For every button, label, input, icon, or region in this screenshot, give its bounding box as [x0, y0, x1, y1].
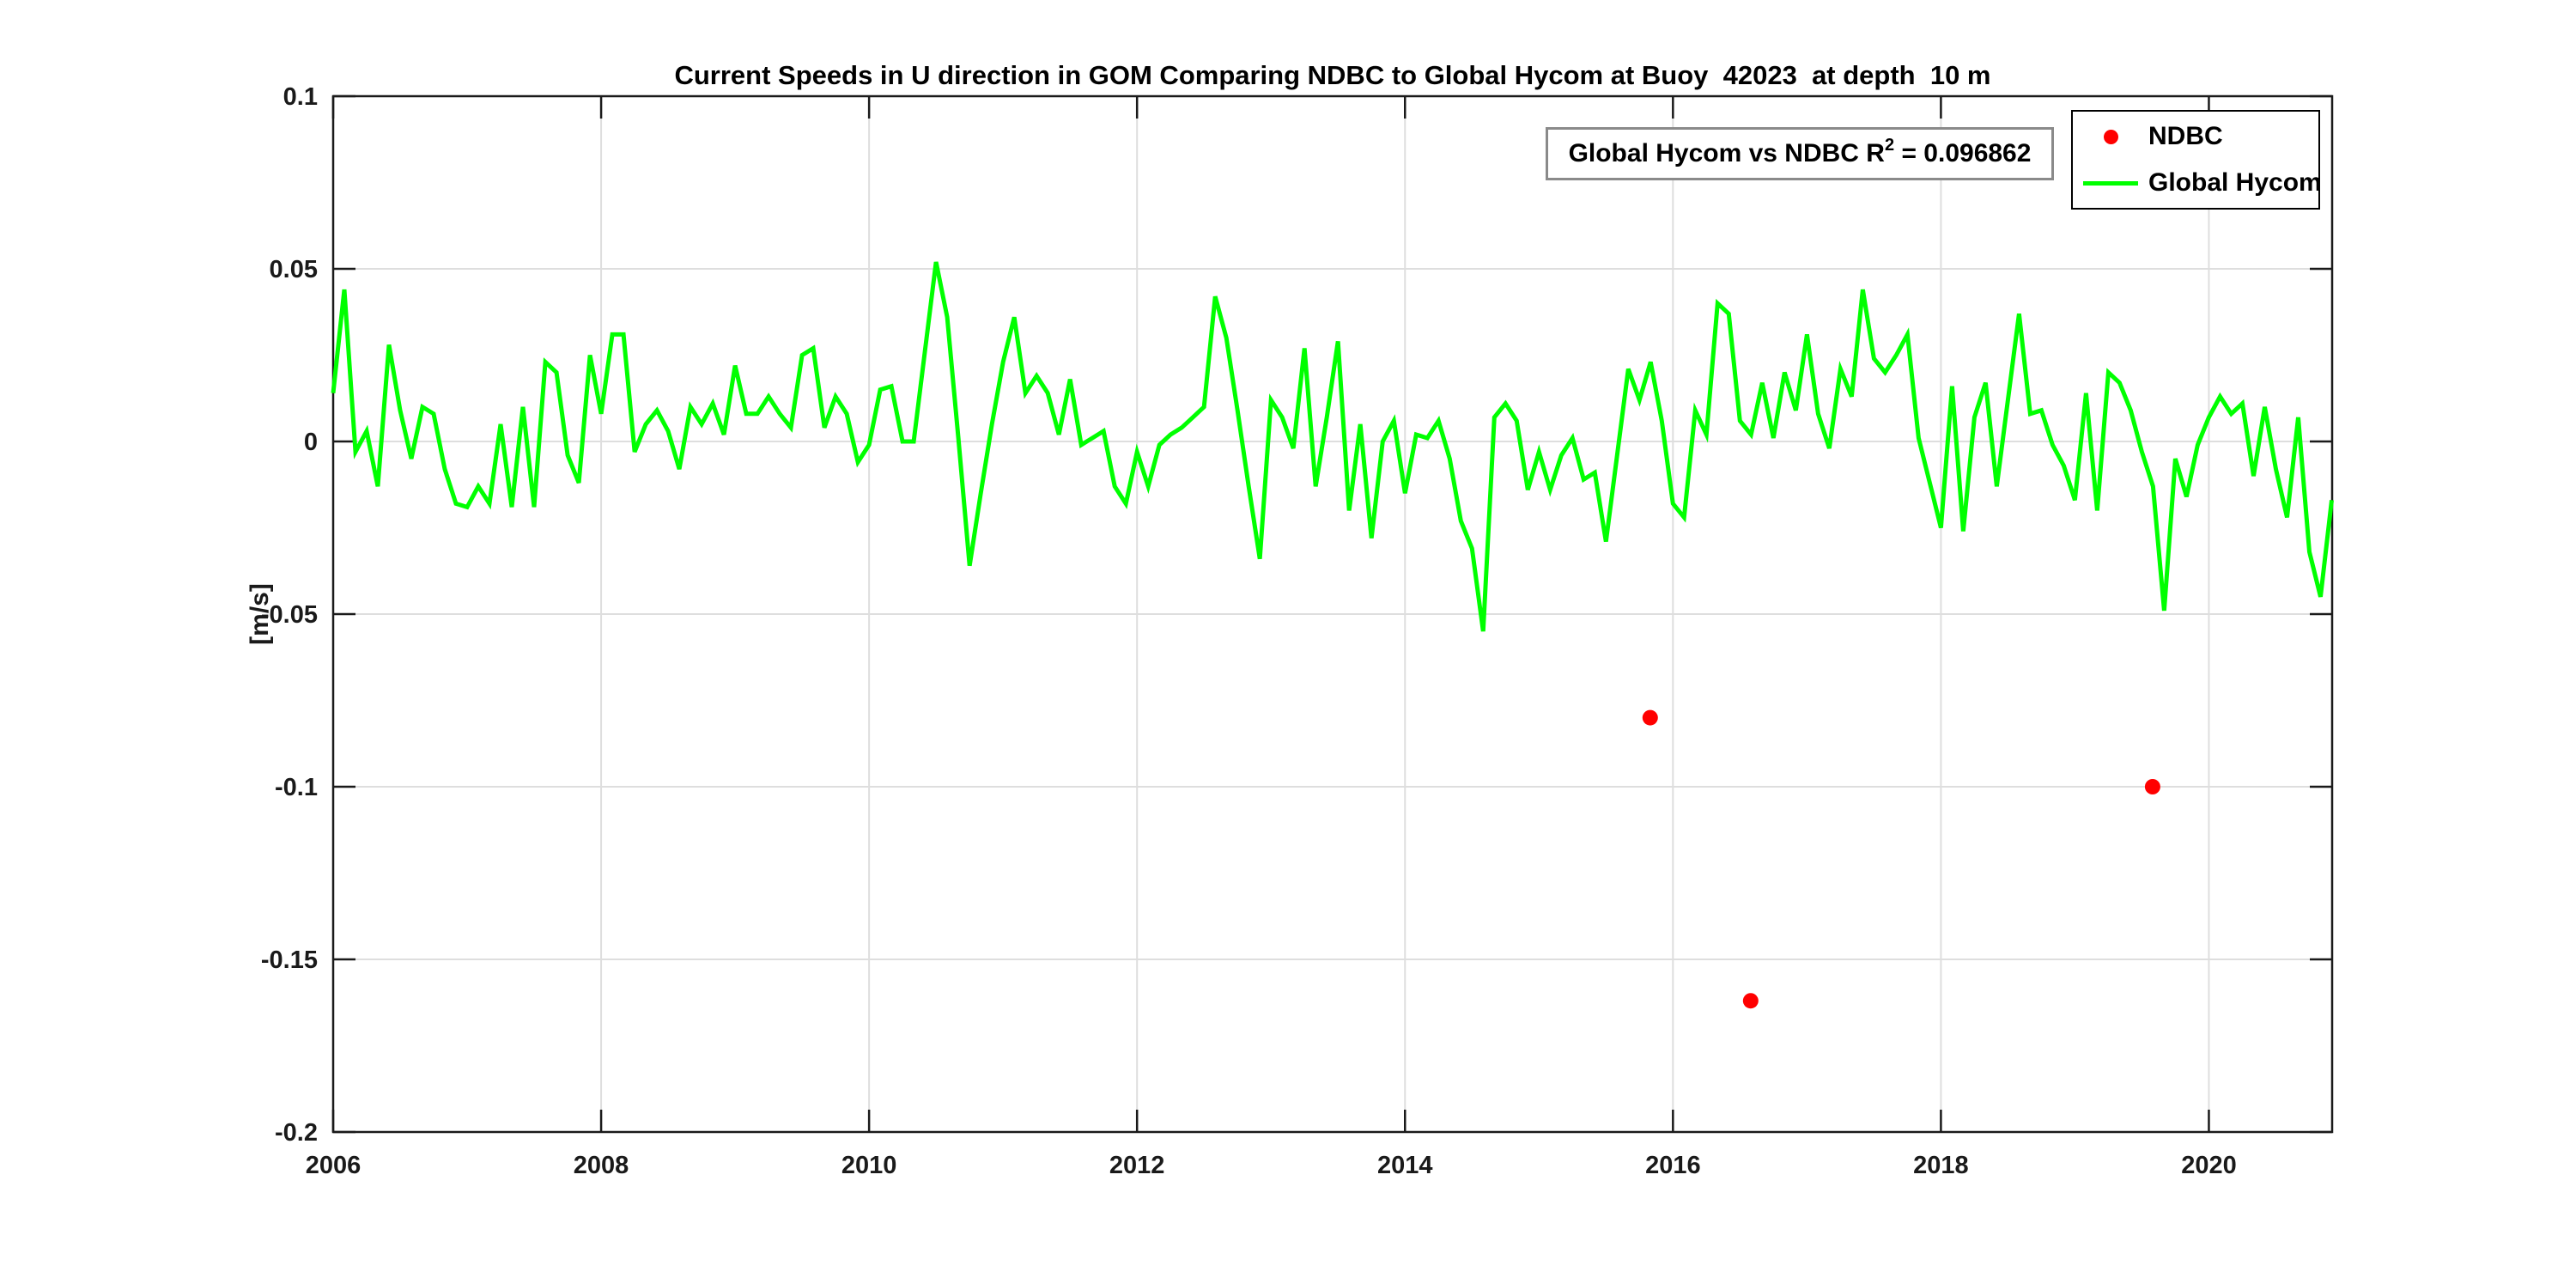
legend: NDBC Global Hycom: [2071, 110, 2322, 210]
legend-item-ndbc: NDBC: [2073, 115, 2318, 158]
ndbc-point: [1642, 709, 1658, 726]
y-tick-label: -0.15: [261, 946, 318, 974]
annotation-text: Global Hycom vs NDBC R: [1568, 139, 1885, 167]
x-tick-label: 2008: [574, 1152, 629, 1179]
annotation-text: = 0.096862: [1894, 139, 2032, 167]
ndbc-point: [2144, 779, 2160, 794]
y-tick-label: 0.1: [283, 83, 318, 111]
legend-label-global-hycom: Global Hycom: [2148, 168, 2322, 197]
ndbc-point: [1742, 993, 1759, 1009]
x-tick-label: 2016: [1645, 1152, 1701, 1179]
chart-title: Current Speeds in U direction in GOM Com…: [674, 60, 1991, 90]
x-tick-label: 2018: [1913, 1152, 1969, 1179]
y-tick-label: -0.2: [275, 1119, 318, 1147]
ndbc-marker-icon: [2103, 129, 2118, 144]
x-tick-label: 2012: [1109, 1152, 1165, 1179]
legend-marker-cell: [2073, 129, 2148, 144]
y-tick-label: 0.05: [270, 256, 318, 283]
global-hycom-line: [331, 261, 2334, 632]
y-tick-label: -0.1: [275, 774, 318, 801]
legend-item-global-hycom: Global Hycom: [2073, 161, 2322, 204]
x-tick-label: 2006: [306, 1152, 361, 1179]
global-hycom-line-icon: [2083, 180, 2138, 186]
x-tick-label: 2010: [841, 1152, 897, 1179]
y-tick-label: 0: [304, 429, 318, 456]
y-tick-label: -0.05: [261, 601, 318, 629]
legend-marker-cell: [2073, 180, 2148, 186]
x-tick-label: 2020: [2181, 1152, 2237, 1179]
x-tick-label: 2014: [1377, 1152, 1433, 1179]
legend-label-ndbc: NDBC: [2148, 122, 2223, 150]
